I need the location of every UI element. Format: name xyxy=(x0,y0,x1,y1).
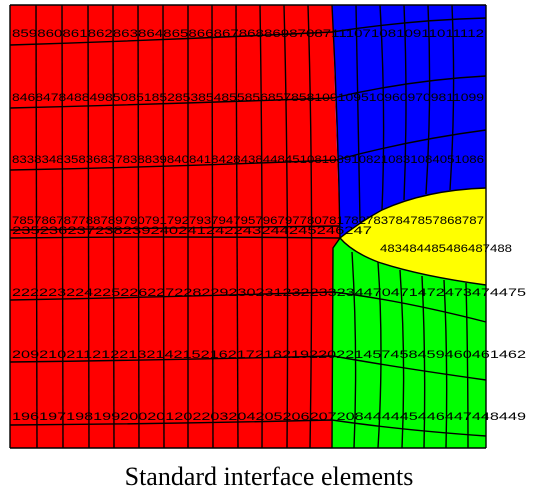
mesh-lines xyxy=(9,4,487,449)
blue-region xyxy=(332,5,486,238)
node-row-4: 7857867877887897907917927937947957967977… xyxy=(12,215,484,227)
node-row-3: 8338348358368378388398408418428438448451… xyxy=(12,154,484,166)
green-region xyxy=(332,238,486,448)
node-row-5: 235236237238239240241242243244245246247 xyxy=(12,225,372,237)
node-row-6: 483484485486487488 xyxy=(380,243,512,255)
figure-caption: Standard interface elements xyxy=(124,462,414,491)
node-row-8: 2092102112122132142152162172182192202214… xyxy=(12,349,526,361)
node-row-2: 8468478488498508518528538548558568578581… xyxy=(12,92,484,104)
node-row-9: 1961971981992002012022032042052062072084… xyxy=(12,411,526,423)
node-row-7: 2222232242252262272282292302312322332344… xyxy=(12,287,526,299)
red-region xyxy=(10,5,340,448)
node-labels: 8598608618628638648658668678688698708711… xyxy=(12,28,526,423)
node-row-1: 8598608618628638648658668678688698708711… xyxy=(12,28,484,40)
